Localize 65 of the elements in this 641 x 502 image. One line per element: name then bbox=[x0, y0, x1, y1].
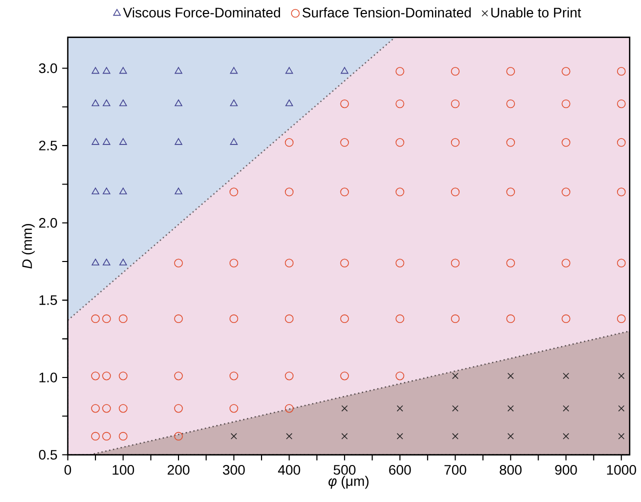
legend-label: Unable to Print bbox=[491, 7, 582, 18]
point bbox=[92, 67, 100, 74]
y-axis-title: D (mm) bbox=[22, 224, 35, 269]
x-tick-label: 0 bbox=[64, 465, 72, 475]
point bbox=[92, 188, 100, 194]
point bbox=[507, 405, 514, 412]
point bbox=[230, 138, 238, 145]
point bbox=[119, 138, 127, 145]
point bbox=[92, 100, 100, 106]
point bbox=[102, 100, 110, 106]
y-tick-label: 0.5 bbox=[38, 450, 57, 460]
y-tick-label: 1.5 bbox=[40, 295, 57, 306]
point bbox=[230, 100, 238, 106]
point bbox=[396, 405, 404, 412]
point bbox=[174, 100, 182, 106]
point bbox=[452, 433, 458, 440]
y-tick-label: 1.0 bbox=[40, 372, 58, 382]
point bbox=[452, 372, 458, 380]
x-tick-label: 100 bbox=[112, 465, 134, 475]
point bbox=[102, 188, 110, 194]
y-tick-label: 2.5 bbox=[39, 140, 57, 150]
point bbox=[174, 188, 182, 194]
point bbox=[562, 405, 570, 412]
x-tick-label: 700 bbox=[444, 465, 466, 475]
x-tick-label: 500 bbox=[334, 465, 356, 475]
point bbox=[102, 67, 110, 74]
legend-label: Viscous Force-Dominated bbox=[123, 7, 280, 18]
point bbox=[507, 433, 514, 440]
x-axis-title: φ (μm) bbox=[328, 476, 369, 489]
x-tick-label: 800 bbox=[500, 465, 522, 475]
point bbox=[507, 372, 514, 380]
point bbox=[341, 405, 348, 412]
y-tick-label: 2.0 bbox=[39, 218, 58, 228]
y-tick-label: 3.0 bbox=[38, 63, 58, 74]
point bbox=[618, 372, 625, 380]
point bbox=[119, 188, 127, 194]
x-tick-label: 900 bbox=[555, 465, 577, 475]
point bbox=[174, 138, 182, 145]
point bbox=[102, 138, 110, 145]
point bbox=[92, 258, 100, 266]
point bbox=[119, 67, 127, 74]
point bbox=[92, 138, 100, 145]
x-tick-label: 600 bbox=[389, 465, 411, 475]
point bbox=[230, 433, 238, 440]
point bbox=[340, 67, 348, 74]
point bbox=[119, 258, 127, 266]
point bbox=[285, 67, 294, 74]
point bbox=[230, 67, 238, 74]
point bbox=[174, 67, 182, 74]
point bbox=[618, 405, 625, 412]
point bbox=[562, 433, 570, 440]
point bbox=[285, 100, 294, 106]
point bbox=[341, 433, 348, 440]
point bbox=[102, 258, 110, 266]
point bbox=[452, 405, 458, 412]
x-tick-label: 300 bbox=[222, 465, 245, 475]
legend-label: Surface Tension-Dominated bbox=[302, 7, 471, 18]
point bbox=[396, 433, 404, 440]
point bbox=[119, 100, 127, 106]
point bbox=[618, 433, 625, 440]
x-tick-label: 400 bbox=[278, 465, 300, 475]
point bbox=[562, 372, 570, 380]
point bbox=[286, 433, 292, 440]
x-tick-label: 200 bbox=[168, 465, 190, 475]
x-tick-label: 1000 bbox=[607, 465, 636, 475]
